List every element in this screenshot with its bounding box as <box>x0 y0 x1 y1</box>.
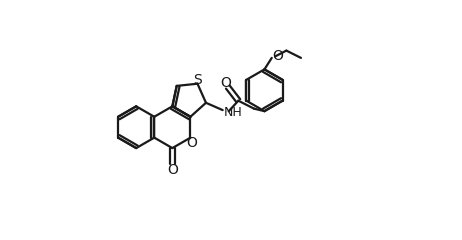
Text: O: O <box>167 163 178 177</box>
Text: O: O <box>220 76 231 90</box>
Text: NH: NH <box>224 106 243 119</box>
Text: O: O <box>273 49 284 63</box>
Text: O: O <box>186 136 197 150</box>
Text: S: S <box>194 73 202 87</box>
